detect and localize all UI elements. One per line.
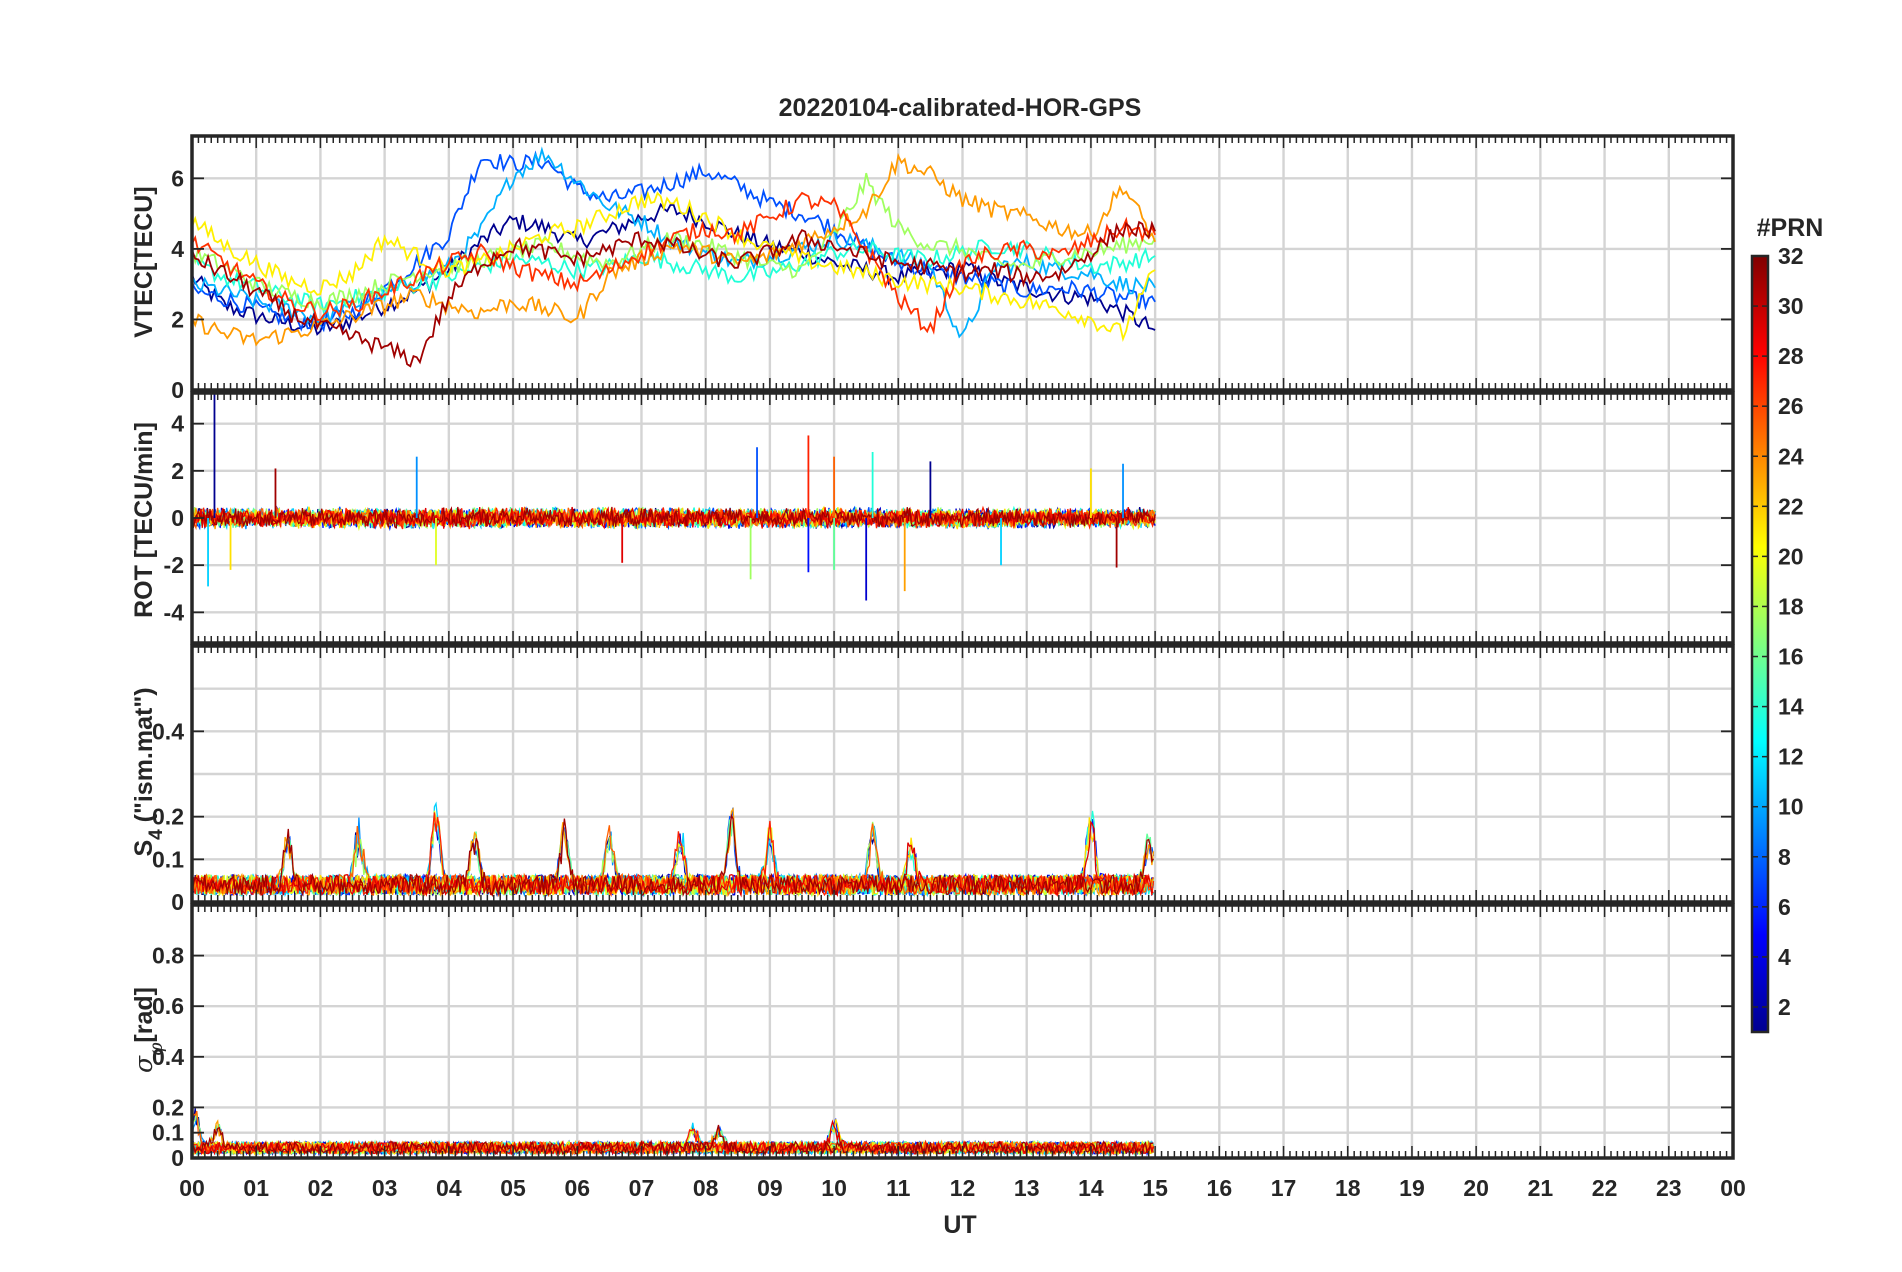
rot-data xyxy=(192,393,1156,601)
series-line-prn-27 xyxy=(192,191,1156,335)
x-tick-label: 15 xyxy=(1142,1175,1168,1201)
x-tick-label: 06 xyxy=(564,1175,590,1201)
colorbar-tick-label: 26 xyxy=(1778,393,1804,419)
x-tick-label: 05 xyxy=(500,1175,526,1201)
x-tick-label: 13 xyxy=(1014,1175,1040,1201)
x-tick-label: 02 xyxy=(308,1175,334,1201)
colorbar-scale xyxy=(1750,254,1770,1034)
x-tick-label: 12 xyxy=(950,1175,976,1201)
x-tick-label: 18 xyxy=(1335,1175,1361,1201)
rot-trace xyxy=(192,505,1156,531)
sigma-trace xyxy=(192,1124,1154,1156)
y-tick-label: 0.1 xyxy=(152,846,184,872)
y-tick-label: 4 xyxy=(171,411,184,437)
sigma-trace xyxy=(192,1119,1155,1156)
sigma-ylabel-symbol: σ xyxy=(129,1055,158,1073)
y-tick-label: 4 xyxy=(171,236,184,262)
panel-frame xyxy=(190,644,1735,904)
y-tick-label: 0 xyxy=(171,377,184,403)
x-tick-label: 10 xyxy=(821,1175,847,1201)
colorbar-tick-label: 8 xyxy=(1778,844,1791,870)
series-line-prn-6 xyxy=(192,150,1156,333)
x-axis-label: UT xyxy=(943,1211,976,1239)
x-tick-label: 22 xyxy=(1592,1175,1618,1201)
x-tick-label: 20 xyxy=(1463,1175,1489,1201)
y-tick-label: 2 xyxy=(171,306,184,332)
panel-sigma: 00.10.2 0.4 0.6 0.8 xyxy=(152,903,1735,1171)
y-tick-label: 0.4 xyxy=(152,718,184,744)
series-line-prn-15 xyxy=(192,239,1156,315)
s4-ylabel: S4 ("ism.mat") xyxy=(130,687,167,856)
s4-ylabel-subscript: 4 xyxy=(146,829,167,840)
colorbar-tick-label: 2 xyxy=(1778,994,1791,1020)
s4-trace xyxy=(192,813,1155,897)
colorbar-tick-label: 6 xyxy=(1778,894,1791,920)
rot-trace xyxy=(192,506,1156,529)
y-tick-label: 0.8 xyxy=(152,943,184,969)
y-tick-label: 0.4 xyxy=(152,1044,184,1070)
y-tick-label: 6 xyxy=(171,165,184,191)
x-tick-labels: 00 01 02 03 04 05 06 07 08 09 10 11 12 13 14 15 16 17 18 19… xyxy=(179,1175,1746,1201)
x-tick-label: 00 xyxy=(1720,1175,1746,1201)
y-tick-label: 0 xyxy=(171,889,184,915)
panel-frame xyxy=(190,134,1735,392)
colorbar-tick-label: 10 xyxy=(1778,794,1804,820)
sigma-ylabel-subscript: φ xyxy=(145,1042,167,1056)
x-tick-label: 14 xyxy=(1078,1175,1104,1201)
colorbar-tick-label: 18 xyxy=(1778,593,1804,619)
sigma-data xyxy=(192,1108,1155,1157)
y-tick-label: -4 xyxy=(164,599,185,625)
x-tick-label: 17 xyxy=(1271,1175,1297,1201)
colorbar-label: #PRN xyxy=(1757,214,1824,242)
x-tick-label: 01 xyxy=(243,1175,269,1201)
x-tick-label: 04 xyxy=(436,1175,462,1201)
y-tick-label: 0.1 xyxy=(152,1120,184,1146)
series-line-prn-23 xyxy=(192,152,1156,347)
panel-rot: -4 -2 0 2 4 xyxy=(164,391,1735,645)
x-tick-label: 09 xyxy=(757,1175,783,1201)
colorbar-tick-label: 20 xyxy=(1778,543,1804,569)
panel-vtec: 0 2 4 6 xyxy=(171,134,1735,403)
y-tick-label: 0.6 xyxy=(152,993,184,1019)
x-tick-label: 07 xyxy=(629,1175,655,1201)
x-tick-label: 03 xyxy=(372,1175,398,1201)
rot-ylabel: ROT [TECU/min] xyxy=(130,422,158,618)
colorbar-tick-label: 28 xyxy=(1778,343,1804,369)
x-tick-label: 08 xyxy=(693,1175,719,1201)
vtec-data xyxy=(192,146,1156,368)
x-tick-label: 19 xyxy=(1399,1175,1425,1201)
y-tick-label: 0 xyxy=(171,1145,184,1171)
y-tick-label: 0.2 xyxy=(152,1094,184,1120)
y-tick-label: 0.2 xyxy=(152,804,184,830)
y-tick-label: 2 xyxy=(171,458,184,484)
colorbar-tick-label: 22 xyxy=(1778,493,1804,519)
chart-title: 20220104-calibrated-HOR-GPS xyxy=(779,94,1142,122)
y-tick-label: -2 xyxy=(164,552,184,578)
colorbar-tick-label: 14 xyxy=(1778,694,1804,720)
colorbar-tick-label: 12 xyxy=(1778,744,1804,770)
colorbar-tick-label: 4 xyxy=(1778,944,1791,970)
s4-data xyxy=(192,801,1155,898)
x-tick-label: 11 xyxy=(886,1175,911,1201)
colorbar-tick-label: 16 xyxy=(1778,644,1804,670)
vtec-ylabel: VTEC[TECU] xyxy=(130,186,158,337)
colorbar-tick-label: 30 xyxy=(1778,293,1804,319)
series-line-prn-31 xyxy=(192,220,1156,368)
colorbar-tick-label: 32 xyxy=(1778,243,1804,269)
panel-frame xyxy=(190,903,1735,1160)
colorbar-tick-label: 24 xyxy=(1778,443,1804,469)
x-tick-label: 00 xyxy=(179,1175,205,1201)
sigma-ylabel: σφ[rad] xyxy=(129,987,167,1073)
series-line-prn-20 xyxy=(192,190,1156,342)
panel-frame xyxy=(190,391,1735,645)
panel-s4: 0 0.1 0.2 0.4 xyxy=(152,644,1735,915)
y-tick-label: 0 xyxy=(171,505,184,531)
x-tick-label: 23 xyxy=(1656,1175,1682,1201)
x-tick-label: 21 xyxy=(1528,1175,1554,1201)
x-tick-label: 16 xyxy=(1207,1175,1233,1201)
